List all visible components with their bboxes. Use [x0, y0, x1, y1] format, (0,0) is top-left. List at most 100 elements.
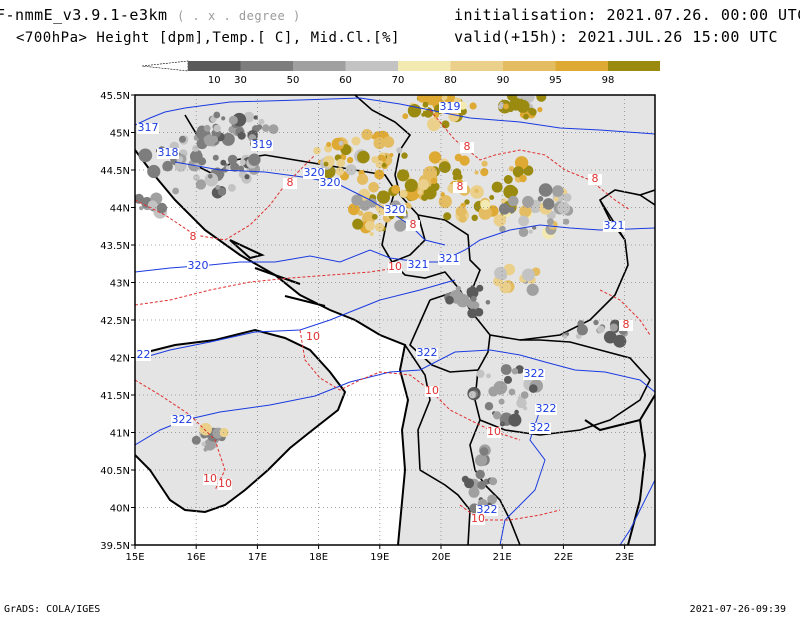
cloud-cell: [467, 308, 478, 319]
cloud-cell: [468, 391, 477, 399]
cloud-cell: [536, 95, 547, 102]
cloud-cell: [215, 184, 221, 190]
init-time: initialisation: 2021.07.26. 00:00 UTC: [454, 6, 800, 24]
cloud-cell: [228, 184, 236, 192]
cloud-cell: [402, 113, 409, 120]
cloud-cell: [195, 179, 207, 190]
cloud-cell: [348, 203, 360, 216]
cloud-cell: [480, 168, 489, 177]
cloud-cell: [244, 174, 250, 180]
cloud-cell: [199, 422, 212, 436]
cloud-cell: [396, 147, 403, 154]
temp-label-box: [218, 479, 232, 490]
cloud-cell: [371, 213, 378, 220]
cloud-cell: [499, 225, 506, 233]
cloud-cell: [479, 447, 489, 456]
height-contour-317: [135, 107, 186, 126]
cloud-cell: [440, 192, 445, 197]
temp-contour-label: 8: [190, 230, 197, 243]
cloud-cell: [162, 160, 173, 172]
cloud-cell: [498, 398, 505, 405]
cloud-cell: [336, 158, 346, 168]
cloud-cell: [485, 300, 491, 305]
temp-label-box: [487, 427, 501, 438]
cloud-cell: [407, 204, 412, 209]
cloud-cell: [519, 205, 532, 218]
cloud-cell: [192, 145, 200, 152]
temp-label-box: [406, 220, 420, 231]
height-contour-322a: [135, 279, 456, 361]
cloud-cell: [520, 391, 529, 399]
cloud-cell: [452, 170, 458, 177]
border-macedonia: [474, 339, 651, 436]
cloud-cell: [381, 162, 387, 168]
cloud-cell: [217, 171, 225, 178]
cloud-cell: [374, 169, 385, 180]
cloud-cell: [508, 206, 515, 214]
lon-label: 22E: [554, 552, 573, 563]
lon-label: 23E: [615, 552, 634, 563]
colorbar-segment: [503, 61, 556, 71]
field-subtitle: <700hPa> Height [dpm],Temp.[ C], Mid.Cl.…: [16, 30, 400, 46]
height-contour-label: 322: [530, 421, 551, 434]
lon-label: 18E: [309, 552, 328, 563]
cloud-cell: [351, 194, 363, 206]
height-contour-label: 317: [138, 121, 159, 134]
cloud-cell: [375, 160, 384, 169]
cloud-cell: [219, 427, 229, 438]
cloud-cell: [221, 116, 226, 121]
cloud-cell: [442, 95, 448, 100]
temp-label-box: [388, 262, 402, 273]
cloud-cell: [481, 160, 488, 167]
cloud-cell: [427, 117, 441, 132]
cloud-cell: [489, 477, 498, 486]
cloud-cell: [191, 435, 201, 445]
temp-contour-label: 10: [388, 260, 402, 273]
cloud-cell: [225, 165, 230, 170]
height-contour-label: 320: [385, 203, 406, 216]
lon-label: 21E: [493, 552, 512, 563]
cloud-cell: [510, 417, 516, 422]
temp-contour-label: 10: [425, 384, 439, 397]
height-label-box: [319, 178, 341, 189]
cloud-cell: [147, 164, 161, 179]
cloud-cell: [448, 110, 460, 122]
cloud-cell: [389, 153, 394, 157]
temp-label-box: [460, 142, 474, 153]
cloud-cell: [487, 494, 497, 505]
cloud-cell: [228, 126, 236, 134]
temp-label-box: [283, 178, 297, 189]
colorbar-tick-label: 70: [392, 75, 405, 86]
cloud-cell: [422, 101, 429, 108]
cloud-cell: [201, 441, 206, 447]
height-contour-label: 320: [188, 259, 209, 272]
temp-label-box: [619, 320, 633, 331]
cloud-cell: [417, 179, 429, 191]
cloud-cell: [503, 184, 518, 199]
height-label-box: [384, 205, 406, 216]
colorbar-segment: [555, 61, 608, 71]
cloud-cell: [493, 214, 506, 227]
cloud-cell: [443, 212, 452, 221]
cloud-cell: [323, 161, 329, 167]
cloud-cell: [518, 227, 529, 237]
height-contour-label: 322: [130, 348, 151, 361]
cloud-cell: [456, 293, 470, 308]
cloud-cell: [529, 384, 538, 393]
cloud-cell: [499, 281, 512, 294]
cloud-cell: [335, 167, 345, 176]
cloud-cell: [391, 184, 401, 194]
temp-contour-10a: [135, 267, 396, 306]
cloud-cell: [179, 135, 186, 143]
cloud-cell: [546, 218, 554, 226]
height-contour-label: 322: [417, 346, 438, 359]
cloud-cell: [553, 196, 559, 202]
cloud-cell: [491, 181, 503, 193]
cloud-cell: [486, 373, 491, 379]
cloud-cell: [537, 107, 543, 113]
cloud-cell: [268, 124, 279, 134]
cloud-cell: [433, 112, 440, 118]
height-label-box: [438, 254, 460, 265]
cloud-cell: [516, 397, 527, 409]
